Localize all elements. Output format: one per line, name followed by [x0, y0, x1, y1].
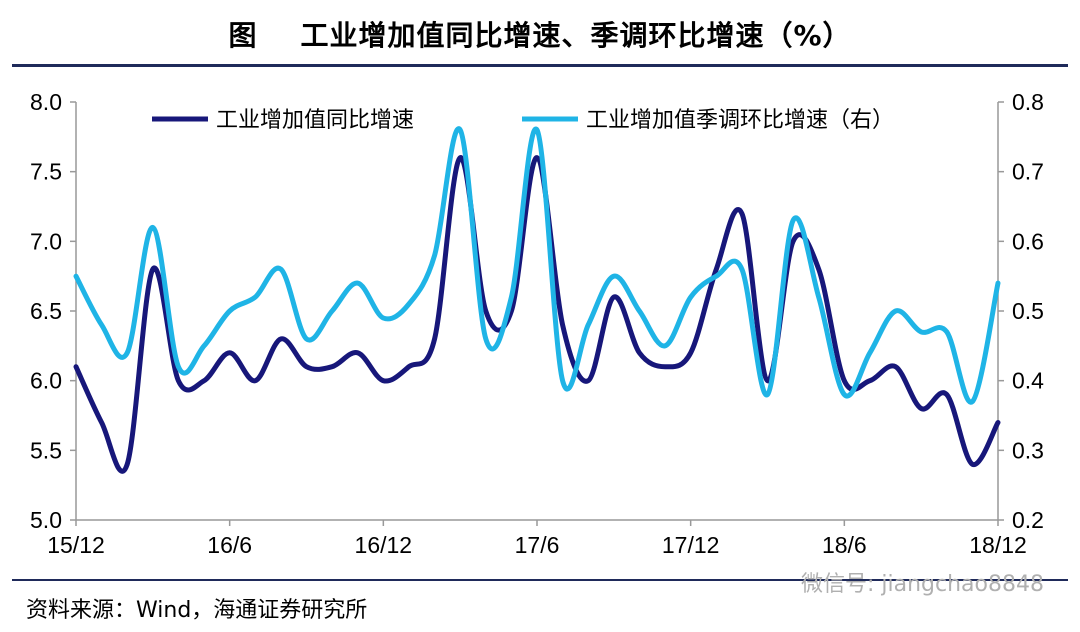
right-tick-label: 0.5: [1012, 298, 1044, 324]
x-tick-label: 18/6: [822, 532, 867, 558]
legend: 工业增加值同比增速 工业增加值季调环比增速（右）: [152, 107, 894, 132]
x-tick-label: 15/12: [47, 532, 105, 558]
x-tick-label: 18/12: [969, 532, 1027, 558]
right-tick-label: 0.8: [1012, 89, 1044, 115]
right-tick-label: 0.2: [1012, 507, 1044, 533]
left-tick-label: 6.0: [30, 368, 62, 394]
left-tick-label: 7.0: [30, 228, 62, 254]
left-tick-label: 5.5: [30, 437, 62, 463]
left-tick-label: 7.5: [30, 159, 62, 185]
x-tick-label: 17/12: [662, 532, 720, 558]
series-lines: [73, 126, 1001, 474]
axes: 5.0 5.5 6.0 6.5 7.0 7.5 8.0 0.2 0.3 0.4 0.5 0.6 0.7 0…: [30, 89, 1044, 558]
series-line-yoy: [73, 155, 1001, 474]
left-tick-label: 5.0: [30, 507, 62, 533]
legend-label: 工业增加值季调环比增速（右）: [586, 107, 894, 132]
chart-title: 图 工业增加值同比增速、季调环比增速（%）: [228, 19, 852, 52]
right-tick-label: 0.3: [1012, 437, 1044, 463]
chart: 5.0 5.5 6.0 6.5 7.0 7.5 8.0 0.2 0.3 0.4 0.5 0.6 0.7 0…: [30, 89, 1044, 558]
title-rule: [12, 64, 1068, 67]
left-tick-label: 6.5: [30, 298, 62, 324]
right-tick-label: 0.6: [1012, 228, 1044, 254]
source-note: 资料来源：Wind，海通证券研究所: [26, 598, 368, 623]
series-line-mom: [73, 126, 1001, 405]
x-tick-label: 17/6: [515, 532, 560, 558]
watermark: 微信号: jiangchao8848: [801, 572, 1044, 597]
x-tick-label: 16/12: [355, 532, 413, 558]
legend-label: 工业增加值同比增速: [216, 107, 414, 132]
bottom-rule: [12, 579, 1068, 581]
left-tick-label: 8.0: [30, 89, 62, 115]
right-tick-label: 0.7: [1012, 159, 1044, 185]
right-tick-label: 0.4: [1012, 368, 1044, 394]
x-tick-label: 16/6: [207, 532, 252, 558]
